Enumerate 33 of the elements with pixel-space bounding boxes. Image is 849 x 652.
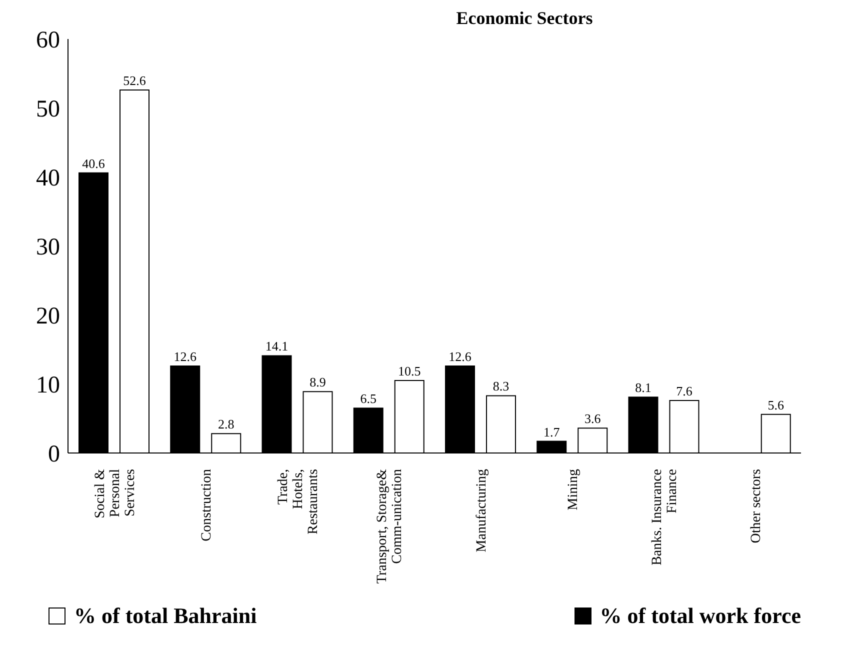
data-label: 14.1: [265, 338, 288, 354]
data-label: 10.5: [398, 364, 421, 379]
data-label: 7.6: [676, 384, 693, 399]
data-label: 2.8: [218, 416, 234, 432]
x-tick-label: Other sectors: [749, 469, 764, 544]
y-tick-label: 40: [36, 166, 60, 192]
x-tick-label: Mining: [566, 469, 581, 510]
data-label: 12.6: [448, 349, 472, 364]
y-tick-label: 0: [48, 442, 60, 468]
x-tick-label: Banks. Insurance Finance: [650, 469, 680, 566]
x-tick-label: Social & Personal Services: [92, 468, 138, 518]
data-label: 8.1: [635, 380, 652, 396]
data-label: 12.6: [174, 349, 197, 364]
legend-label: % of total Bahraini: [74, 603, 257, 629]
x-tick-label: Manufacturing: [474, 469, 490, 552]
y-tick-label: 10: [36, 372, 60, 399]
data-label: 40.6: [82, 156, 106, 171]
data-label: 5.6: [768, 397, 784, 412]
data-label: 1.7: [543, 424, 560, 440]
y-tick-label: 60: [36, 28, 60, 54]
data-label: 6.5: [360, 391, 376, 406]
x-tick-label: Trade, Hotels, Restaurants: [276, 469, 322, 534]
data-label: 8.3: [492, 378, 510, 394]
y-tick-label: 20: [36, 304, 60, 330]
x-tick-label: Construction: [199, 469, 214, 542]
chart-title: Economic Sectors: [455, 8, 594, 29]
legend-label: % of total work force: [600, 603, 801, 629]
y-tick-label: 50: [36, 96, 60, 123]
data-label: 8.9: [310, 374, 326, 390]
data-label: 3.6: [584, 411, 602, 426]
y-tick-label: 30: [36, 234, 60, 261]
data-label: 52.6: [123, 73, 146, 88]
x-tick-label: Transport, Storage& Comm-unication: [375, 468, 406, 584]
